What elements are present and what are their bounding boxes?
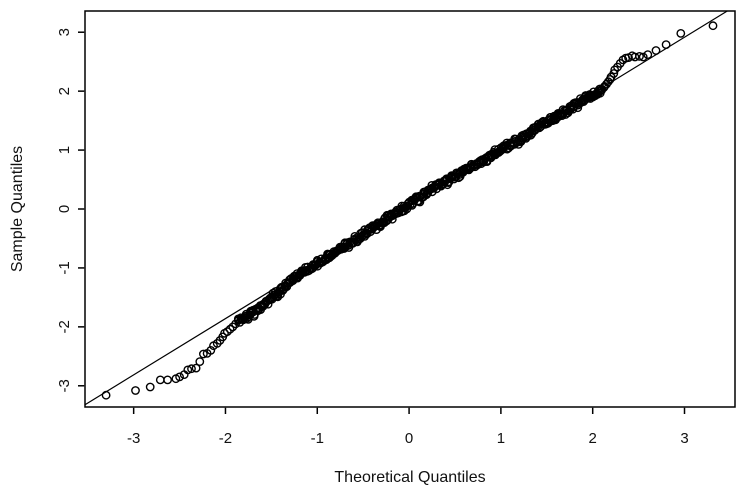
data-point — [191, 363, 201, 373]
data-point — [514, 139, 523, 149]
data-point — [443, 180, 452, 190]
y-tick-label: -1 — [56, 261, 73, 274]
y-tick-label: 0 — [56, 205, 73, 213]
y-tick-label: 2 — [56, 87, 73, 95]
y-tick-label: 3 — [56, 28, 73, 36]
data-point — [415, 197, 425, 207]
data-point — [638, 52, 648, 62]
data-point — [225, 324, 235, 334]
x-tick-label: -3 — [127, 430, 140, 447]
y-tick-label: 1 — [56, 146, 73, 154]
data-point — [537, 117, 547, 127]
data-point — [269, 290, 279, 300]
data-point — [387, 214, 397, 224]
data-point — [101, 390, 111, 400]
x-tick-label: 0 — [405, 430, 413, 447]
x-tick-label: 2 — [589, 430, 597, 447]
data-point — [422, 190, 432, 199]
y-tick-label: -3 — [56, 379, 73, 392]
x-tick-label: -2 — [219, 430, 232, 447]
data-point — [241, 309, 251, 319]
data-point — [435, 178, 445, 188]
plot-border — [84, 10, 736, 408]
x-axis-label: Theoretical Quantiles — [334, 469, 485, 486]
data-point — [360, 225, 369, 235]
data-point — [610, 65, 620, 75]
x-tick-label: 1 — [497, 430, 505, 447]
data-point — [651, 46, 661, 55]
scatter-points — [101, 21, 718, 400]
data-point — [581, 91, 591, 100]
data-point — [609, 69, 619, 78]
data-point — [316, 254, 326, 264]
axis-ticks — [78, 31, 686, 414]
data-point — [281, 278, 291, 288]
data-point — [545, 113, 555, 122]
data-point — [447, 172, 456, 182]
data-point — [399, 206, 409, 216]
data-point — [233, 315, 243, 324]
data-point — [155, 375, 165, 385]
data-point — [466, 162, 476, 172]
data-point — [289, 274, 298, 284]
data-point — [661, 40, 671, 49]
data-point — [249, 311, 259, 321]
data-point — [198, 349, 208, 359]
data-point — [195, 357, 205, 366]
data-point — [324, 249, 334, 259]
data-point — [293, 273, 302, 283]
data-point — [573, 103, 583, 113]
data-point — [439, 179, 448, 189]
data-point — [379, 218, 389, 228]
data-point — [163, 375, 173, 385]
data-point — [603, 77, 613, 87]
data-point — [187, 364, 196, 374]
data-point — [312, 255, 322, 265]
data-point — [553, 110, 563, 120]
data-point — [577, 96, 587, 106]
data-point — [506, 141, 516, 151]
data-point — [478, 156, 488, 166]
data-point — [131, 386, 140, 395]
data-point — [222, 327, 232, 336]
y-axis-label: Sample Quantiles — [9, 146, 26, 272]
data-point — [273, 292, 283, 302]
data-point — [676, 29, 686, 38]
data-point — [206, 345, 216, 355]
data-point — [597, 86, 606, 95]
data-point — [145, 382, 155, 392]
data-point — [643, 50, 653, 59]
x-tick-label: 3 — [680, 430, 688, 447]
data-point — [708, 21, 718, 31]
data-point — [332, 246, 342, 256]
data-point — [175, 372, 185, 382]
data-point — [486, 153, 496, 163]
data-point — [427, 180, 437, 190]
x-tick-label: -1 — [311, 430, 324, 447]
axis-tick-labels: -3 -2 -1 0 1 2 3 -3 -2 -1 0 1 2 3 — [56, 28, 689, 447]
data-point — [183, 365, 193, 375]
data-point — [635, 52, 644, 61]
data-point — [630, 52, 640, 62]
data-point — [407, 200, 417, 210]
y-tick-label: -2 — [56, 320, 73, 333]
